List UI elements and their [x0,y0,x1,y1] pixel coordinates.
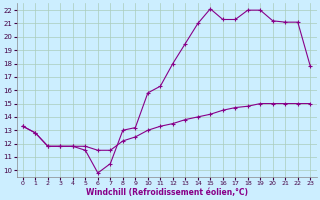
X-axis label: Windchill (Refroidissement éolien,°C): Windchill (Refroidissement éolien,°C) [85,188,248,197]
